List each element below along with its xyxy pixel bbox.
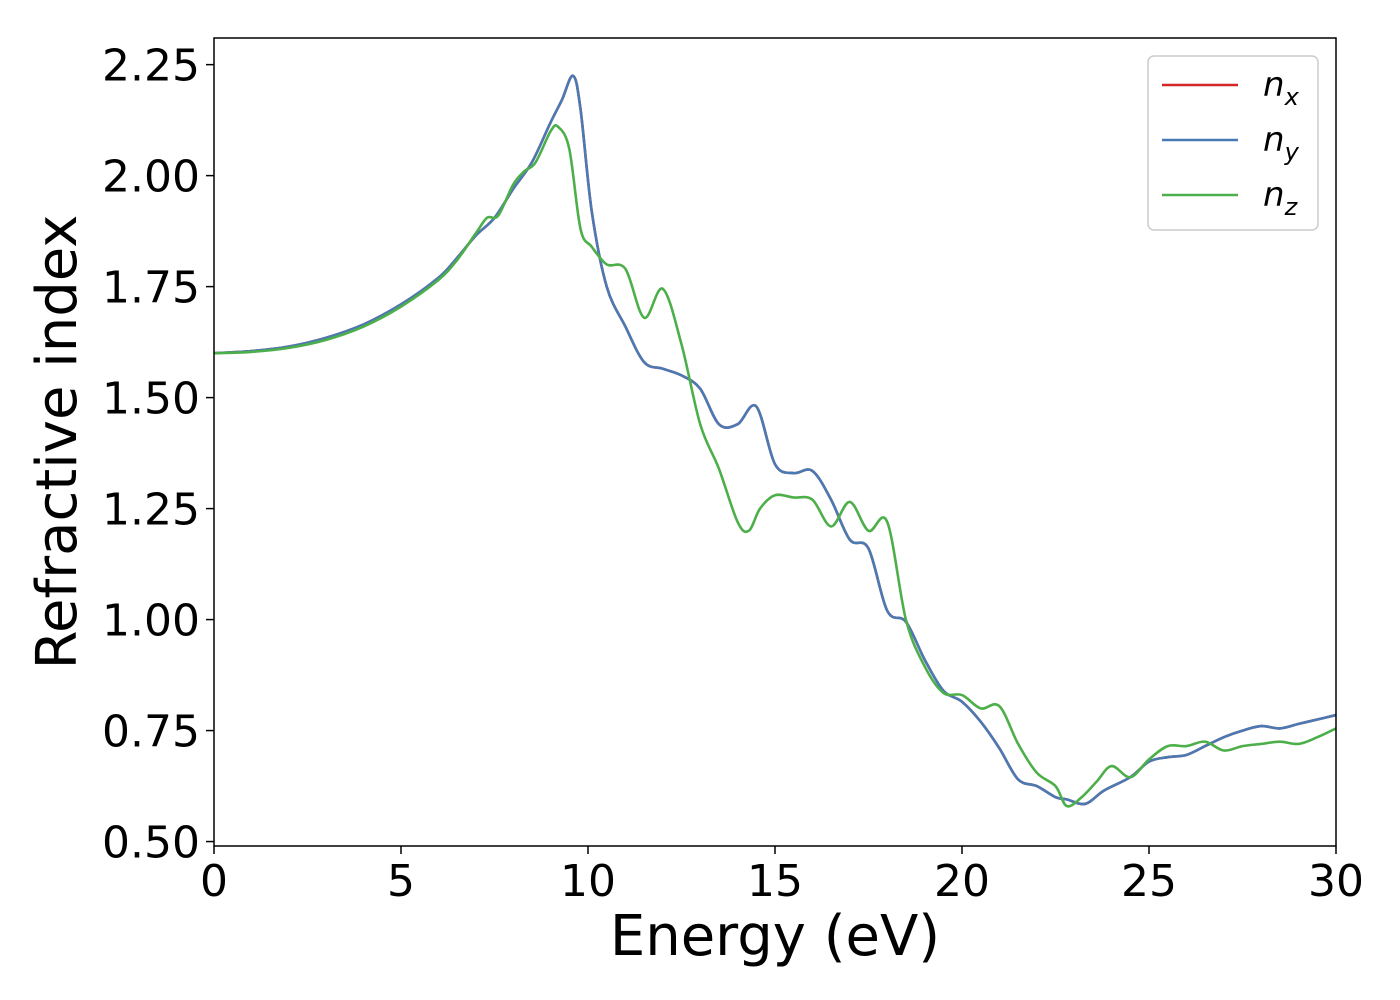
x-tick-label: 0: [200, 856, 228, 907]
x-tick-label: 25: [1121, 856, 1177, 907]
y-tick-label: 0.75: [102, 707, 200, 758]
y-axis: 0.50 0.75 1.00 1.25 1.50 1.75 2.00 2.25: [102, 41, 214, 869]
y-tick-label: 1.50: [102, 374, 200, 425]
x-tick-label: 15: [747, 856, 803, 907]
y-tick-label: 1.00: [102, 596, 200, 647]
x-tick-label: 10: [560, 856, 616, 907]
x-axis: 0 5 10 15 20 25 30: [200, 846, 1364, 907]
y-tick-label: 2.25: [102, 41, 200, 92]
x-tick-label: 5: [387, 856, 415, 907]
x-tick-label: 20: [934, 856, 990, 907]
x-tick-label: 30: [1308, 856, 1364, 907]
y-tick-label: 1.25: [102, 485, 200, 536]
y-tick-label: 2.00: [102, 152, 200, 203]
y-axis-title: Refractive index: [25, 215, 90, 670]
legend-box: [1147, 55, 1319, 231]
y-tick-label: 1.75: [102, 263, 200, 314]
series-line-z: [214, 124, 1336, 808]
x-axis-title: Energy (eV): [610, 904, 940, 969]
y-tick-label: 0.50: [102, 818, 200, 869]
plot-area: [214, 74, 1336, 808]
